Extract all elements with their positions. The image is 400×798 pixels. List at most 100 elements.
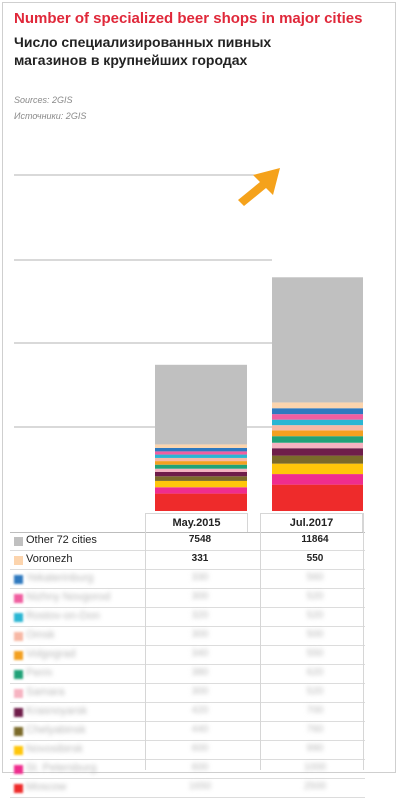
row-city-name: Krasnoyarsk — [26, 705, 88, 717]
bar-segment — [272, 414, 363, 420]
annotation-arrow-icon — [238, 168, 280, 206]
table-row: Samara 300 520 — [10, 684, 365, 703]
bar-segment — [155, 364, 247, 445]
row-value-may-2015: 380 — [191, 667, 209, 678]
table-row: Rostov-on-Don 320 520 — [10, 608, 365, 627]
legend-swatch — [14, 613, 23, 622]
bar-segment — [155, 447, 247, 452]
row-city-name: Other 72 cities — [26, 534, 97, 546]
bar-segment — [272, 484, 363, 512]
row-value-jul-2017: 2500 — [303, 781, 327, 792]
legend-swatch — [14, 651, 23, 660]
legend-swatch — [14, 765, 23, 774]
row-value-may-2015: 300 — [191, 686, 209, 697]
table-row: St. Petersburg 600 1000 — [10, 760, 365, 779]
bar-segment — [272, 425, 363, 431]
table-row: Yekaterinburg 330 560 — [10, 570, 365, 589]
table-column-divider — [260, 513, 261, 770]
row-value-jul-2017: 760 — [306, 724, 324, 735]
row-value-jul-2017: 11864 — [301, 534, 329, 545]
bar-segment — [155, 464, 247, 469]
row-value-jul-2017: 520 — [306, 610, 324, 621]
legend-swatch — [14, 556, 23, 565]
row-value-may-2015: 7548 — [188, 534, 212, 545]
row-value-jul-2017: 520 — [306, 591, 324, 602]
column-header-may-2015: May.2015 — [145, 513, 248, 532]
row-value-may-2015: 1650 — [188, 781, 212, 792]
bar-segment — [272, 436, 363, 443]
row-value-may-2015: 320 — [191, 610, 209, 621]
bar-segment — [155, 451, 247, 455]
legend-swatch — [14, 727, 23, 736]
row-value-may-2015: 420 — [191, 705, 209, 716]
row-city-name: Omsk — [26, 629, 55, 641]
table-row: Moscow 1650 2500 — [10, 779, 365, 798]
bar-segment — [272, 442, 363, 449]
bar-segment — [155, 468, 247, 472]
bar-segment — [272, 408, 363, 415]
bar-segment — [272, 474, 363, 485]
chart-title-ru: Число специализированных пивных магазино… — [14, 34, 272, 68]
row-city-name: Chelyabinsk — [26, 724, 86, 736]
bar-segment — [155, 476, 247, 481]
row-value-may-2015: 340 — [191, 648, 209, 659]
bar-segment — [155, 480, 247, 488]
row-value-may-2015: 330 — [191, 572, 209, 583]
table-row: Other 72 cities 7548 11864 — [10, 532, 365, 551]
legend-swatch — [14, 670, 23, 679]
bar-segment — [155, 457, 247, 462]
bar-segment — [155, 454, 247, 458]
row-value-jul-2017: 560 — [306, 572, 324, 583]
row-value-jul-2017: 620 — [306, 667, 324, 678]
table-row: Omsk 300 500 — [10, 627, 365, 646]
bar-segment — [155, 493, 247, 511]
legend-swatch — [14, 632, 23, 641]
table-row: Nizhny Novgorod 300 520 — [10, 589, 365, 608]
row-value-jul-2017: 1000 — [303, 762, 327, 773]
row-value-may-2015: 300 — [191, 591, 209, 602]
bar-segment — [272, 455, 363, 464]
legend-swatch — [14, 784, 23, 793]
table-row: Perm 380 620 — [10, 665, 365, 684]
table-row: Volgograd 340 550 — [10, 646, 365, 665]
row-value-may-2015: 300 — [191, 629, 209, 640]
row-value-may-2015: 600 — [191, 743, 209, 754]
row-value-jul-2017: 700 — [306, 705, 324, 716]
row-value-jul-2017: 990 — [306, 743, 324, 754]
table-column-divider — [363, 513, 364, 770]
row-value-may-2015: 600 — [191, 762, 209, 773]
bar-segment — [272, 448, 363, 456]
row-value-may-2015: 331 — [191, 553, 209, 564]
row-city-name: Volgograd — [26, 648, 76, 660]
legend-swatch — [14, 689, 23, 698]
bar-segment — [272, 419, 363, 426]
legend-swatch — [14, 708, 23, 717]
row-city-name: Voronezh — [26, 553, 73, 565]
row-value-jul-2017: 520 — [306, 686, 324, 697]
bar-segment — [272, 402, 363, 409]
row-city-name: Novosibirsk — [26, 743, 83, 755]
row-city-name: Nizhny Novgorod — [26, 591, 111, 603]
legend-swatch — [14, 594, 23, 603]
legend-swatch — [14, 537, 23, 546]
row-value-jul-2017: 550 — [306, 553, 324, 564]
chart-title-en: Number of specialized beer shops in majo… — [14, 10, 363, 27]
column-header-jul-2017: Jul.2017 — [260, 513, 363, 532]
row-city-name: Perm — [26, 667, 53, 679]
legend-swatch — [14, 575, 23, 584]
bar-segment — [155, 444, 247, 448]
stacked-bar-chart — [14, 168, 363, 512]
row-city-name: Yekaterinburg — [26, 572, 94, 584]
table-row: Novosibirsk 600 990 — [10, 741, 365, 760]
row-city-name: Rostov-on-Don — [26, 610, 100, 622]
table-row: Voronezh 331 550 — [10, 551, 365, 570]
bar-segment — [155, 471, 247, 477]
row-value-may-2015: 440 — [191, 724, 209, 735]
sources-en: Sources: 2GIS — [14, 95, 73, 105]
row-value-jul-2017: 550 — [306, 648, 324, 659]
table-row: Krasnoyarsk 420 700 — [10, 703, 365, 722]
bar-segment — [272, 430, 363, 437]
bar-segment — [155, 487, 247, 494]
legend-swatch — [14, 746, 23, 755]
row-value-jul-2017: 500 — [306, 629, 324, 640]
